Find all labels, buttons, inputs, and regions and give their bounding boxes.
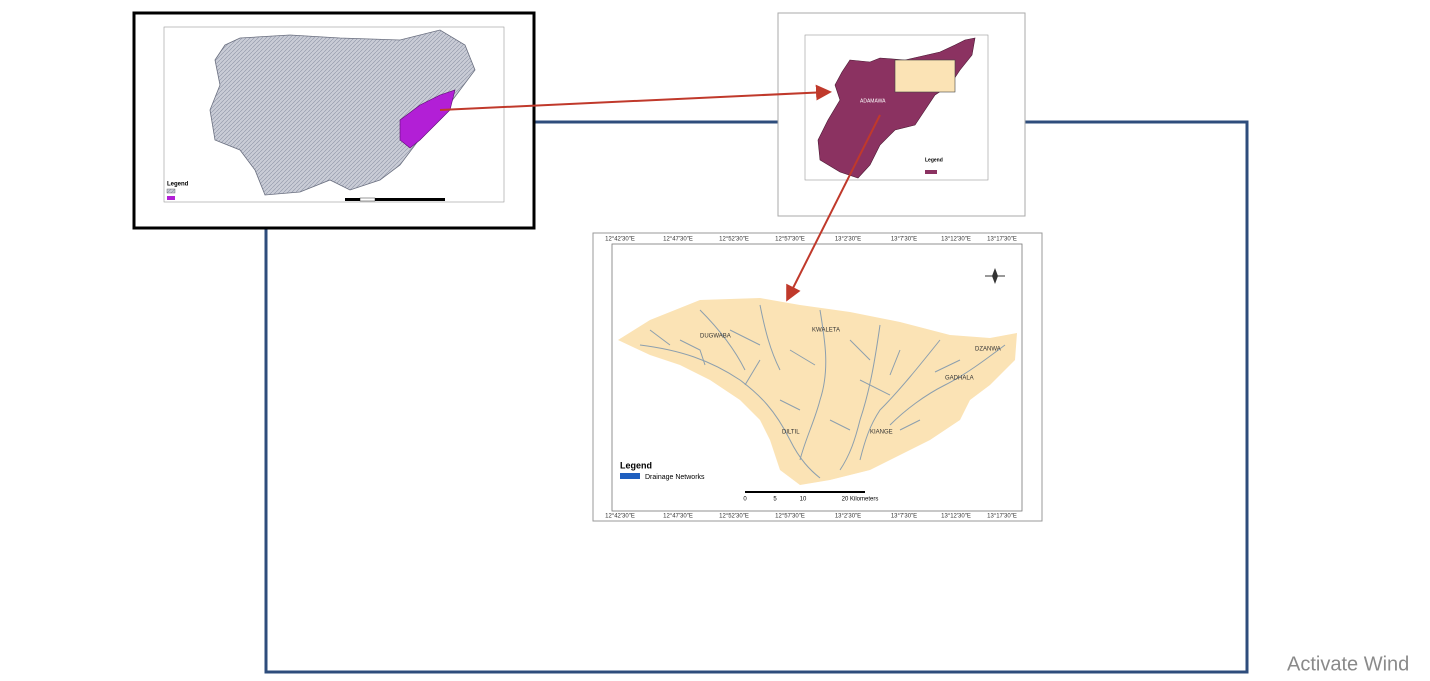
legend-title: Legend <box>620 460 652 470</box>
longitude-label: 12°47'30"E <box>663 514 693 520</box>
longitude-label: 13°7'30"E <box>891 514 917 520</box>
town-label: GADHALA <box>945 376 974 382</box>
longitude-label: 12°47'30"E <box>663 237 693 243</box>
outer-frame <box>264 120 1249 674</box>
town-label: KIANGE <box>870 430 893 436</box>
town-label: DILTIL <box>782 430 800 436</box>
watermark: Activate Wind <box>1287 653 1409 675</box>
longitude-label: 12°57'30"E <box>775 514 805 520</box>
longitude-label: 12°42'30"E <box>605 237 635 243</box>
longitude-label: 13°12'30"E <box>941 237 971 243</box>
arrow <box>439 84 832 111</box>
longitude-label: 12°52'30"E <box>719 514 749 520</box>
town-label: KWALETA <box>812 328 840 334</box>
legend-item: Drainage Networks <box>645 474 705 481</box>
state-label: ADAMAWA <box>860 98 886 104</box>
state-map: ADAMAWA Legend <box>777 12 1026 217</box>
scale-label: 10 <box>800 497 807 503</box>
longitude-label: 13°7'30"E <box>891 237 917 243</box>
longitude-label: 13°2'30"E <box>835 237 861 243</box>
longitude-label: 12°42'30"E <box>605 514 635 520</box>
drainage-map <box>592 232 1043 522</box>
scale-label: 0 <box>743 497 747 503</box>
north-arrow <box>985 268 1005 284</box>
longitude-label: 12°52'30"E <box>719 237 749 243</box>
town-label: DUGWABA <box>700 334 731 340</box>
longitude-label: 12°57'30"E <box>775 237 805 243</box>
arrow <box>786 114 881 302</box>
longitude-label: 13°2'30"E <box>835 514 861 520</box>
legend-title: Legend <box>925 157 943 163</box>
legend-title: Legend <box>167 182 189 188</box>
longitude-label: 13°12'30"E <box>941 514 971 520</box>
nigeria-map: Legend <box>132 11 536 230</box>
longitude-label: 13°17'30"E <box>987 514 1017 520</box>
town-label: DZANWA <box>975 347 1001 353</box>
scale-label: 20 Kilometers <box>842 497 879 503</box>
scale-label: 5 <box>773 497 777 503</box>
longitude-label: 13°17'30"E <box>987 237 1017 243</box>
